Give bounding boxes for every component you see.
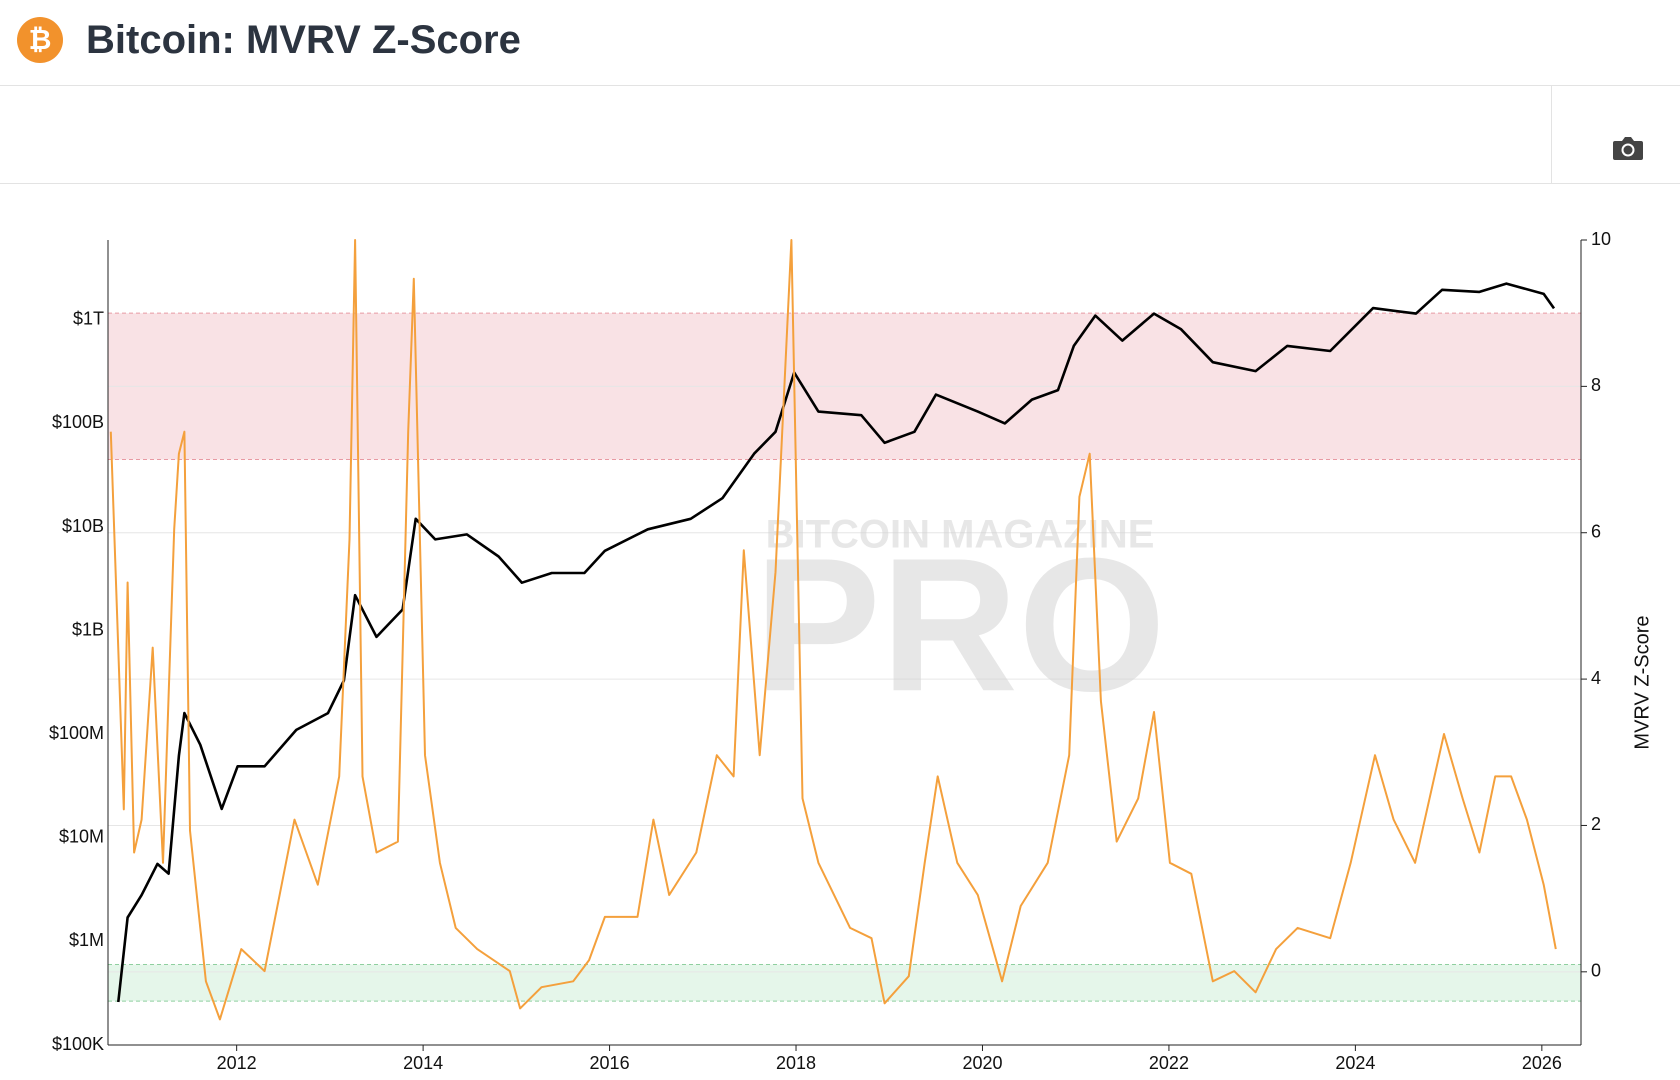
line-series — [109, 239, 1557, 1021]
divider — [1551, 86, 1552, 183]
x-tick-label: 2020 — [962, 1053, 1002, 1073]
x-tick-label: 2014 — [403, 1053, 443, 1073]
bitcoin-icon: ₿ — [17, 17, 63, 63]
x-tick-label: 2026 — [1522, 1053, 1562, 1073]
y-tick-label: $1M — [69, 930, 104, 950]
header: ₿ Bitcoin: MVRV Z-Score — [0, 0, 1680, 86]
zone — [108, 964, 1581, 1002]
x-tick-label: 2012 — [217, 1053, 257, 1073]
y2-tick-label: 6 — [1591, 521, 1601, 541]
watermark-text: PRO — [754, 519, 1166, 731]
y2-tick-label: 2 — [1591, 814, 1601, 834]
y-tick-label: $1B — [72, 619, 104, 639]
x-tick-label: 2018 — [776, 1053, 816, 1073]
toolbar — [0, 86, 1680, 184]
y-tick-label: $10B — [62, 516, 104, 536]
x-tick-label: 2016 — [590, 1053, 630, 1073]
y-tick-label: $10M — [59, 827, 104, 847]
x-tick-label: 2022 — [1149, 1053, 1189, 1073]
y-tick-label: $100B — [52, 412, 104, 432]
x-tick-label: 2024 — [1335, 1053, 1375, 1073]
watermark-text: BITCOIN MAGAZINE — [766, 513, 1155, 557]
y-tick-label: $1T — [73, 309, 104, 329]
camera-button[interactable] — [1612, 134, 1644, 162]
y2-tick-label: 10 — [1591, 229, 1611, 249]
y2-tick-label: 0 — [1591, 961, 1601, 981]
line-series — [117, 282, 1556, 1003]
page-title: Bitcoin: MVRV Z-Score — [86, 18, 521, 62]
y-tick-label: $100K — [52, 1034, 104, 1054]
y2-axis-title: MVRV Z-Score — [1631, 615, 1653, 749]
y2-tick-label: 8 — [1591, 375, 1601, 395]
y2-tick-label: 4 — [1591, 668, 1601, 688]
y-tick-label: $100M — [49, 723, 104, 743]
